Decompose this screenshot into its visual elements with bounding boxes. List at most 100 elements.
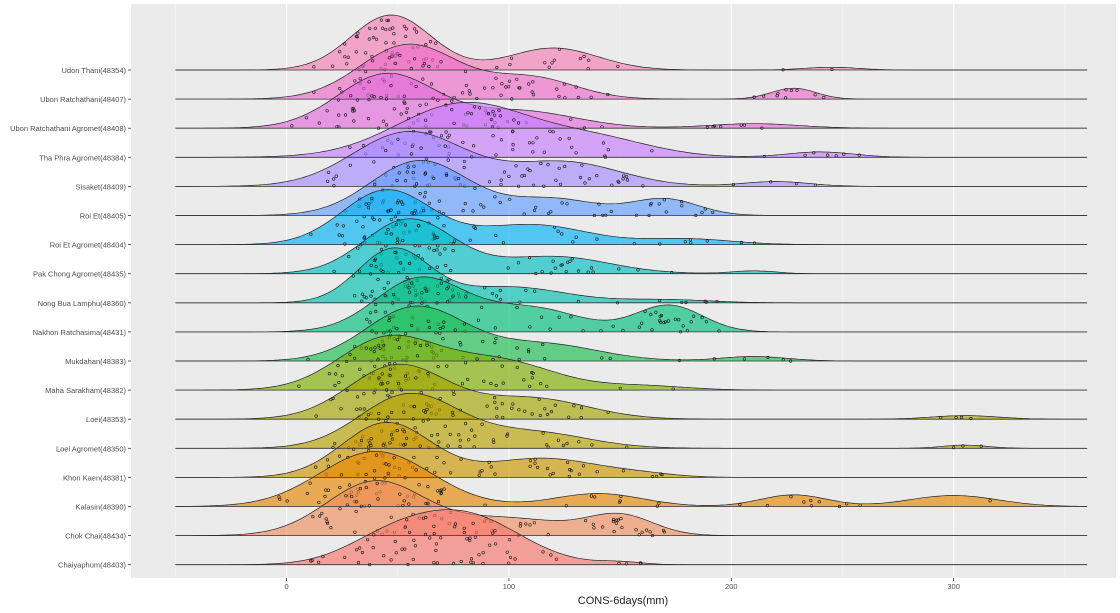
data-point — [418, 444, 422, 448]
data-point — [353, 294, 357, 298]
data-point — [493, 396, 497, 400]
data-point — [358, 546, 362, 550]
data-point — [506, 432, 510, 436]
data-point — [338, 87, 342, 91]
data-point — [769, 180, 773, 184]
data-point — [803, 153, 807, 157]
data-point — [434, 548, 438, 552]
data-point — [332, 184, 336, 188]
data-point — [528, 523, 532, 527]
data-point — [418, 192, 422, 196]
data-point — [512, 118, 516, 122]
data-point — [439, 134, 444, 138]
x-tick-label: 300 — [947, 582, 960, 591]
data-point — [511, 143, 515, 147]
data-point — [375, 37, 379, 41]
y-tick-label: Mukdahan(48383) — [65, 357, 126, 366]
data-point — [415, 354, 420, 358]
data-point — [491, 134, 495, 138]
data-point — [382, 554, 386, 558]
data-point — [534, 205, 538, 209]
data-point — [536, 465, 540, 470]
data-point — [531, 150, 535, 154]
data-point — [305, 491, 309, 495]
data-point — [355, 395, 360, 399]
data-point — [366, 206, 371, 210]
data-point — [392, 456, 396, 460]
data-point — [552, 58, 556, 62]
data-point — [580, 163, 584, 167]
data-point — [766, 355, 770, 359]
data-point — [717, 329, 721, 333]
data-point — [297, 384, 301, 388]
data-point — [495, 415, 499, 419]
data-point — [412, 164, 416, 168]
data-point — [473, 226, 478, 230]
data-point — [545, 412, 550, 417]
data-point — [452, 392, 456, 396]
data-point — [424, 515, 428, 520]
data-point — [467, 89, 471, 93]
data-point — [507, 174, 511, 178]
data-point — [457, 433, 461, 437]
data-point — [961, 444, 965, 448]
data-point — [424, 502, 428, 506]
data-point — [426, 372, 430, 376]
data-point — [393, 250, 397, 255]
data-point — [530, 90, 534, 94]
data-point — [470, 155, 474, 159]
data-point — [533, 289, 537, 293]
data-point — [326, 179, 330, 183]
data-point — [617, 267, 621, 271]
data-point — [618, 386, 622, 390]
data-point — [320, 511, 324, 515]
data-point — [506, 266, 510, 270]
data-point — [569, 315, 573, 319]
data-point — [403, 223, 407, 227]
data-point — [415, 30, 419, 34]
data-point — [459, 457, 463, 461]
data-point — [386, 381, 390, 385]
data-point — [361, 144, 365, 148]
data-point — [392, 107, 396, 111]
data-point — [372, 259, 376, 263]
data-point — [609, 209, 613, 214]
data-point — [331, 396, 335, 400]
data-point — [290, 124, 294, 128]
data-point — [494, 336, 498, 341]
data-point — [384, 231, 389, 235]
data-point — [776, 92, 780, 96]
data-point — [528, 384, 532, 388]
data-point — [414, 468, 418, 472]
data-point — [403, 442, 407, 446]
data-point — [431, 96, 435, 100]
data-point — [366, 538, 370, 542]
data-point — [326, 464, 330, 468]
data-point — [479, 203, 483, 207]
data-point — [405, 436, 409, 440]
data-point — [422, 209, 426, 213]
data-point — [329, 398, 333, 402]
data-point — [541, 550, 545, 554]
data-point — [556, 229, 560, 233]
data-point — [650, 149, 654, 153]
data-point — [475, 357, 479, 361]
data-point — [612, 518, 616, 522]
data-point — [554, 557, 559, 561]
data-point — [789, 88, 793, 93]
data-point — [557, 166, 561, 170]
data-point — [518, 524, 522, 528]
data-point — [464, 83, 468, 87]
data-point — [583, 181, 587, 185]
data-point — [432, 176, 436, 180]
data-point — [334, 372, 338, 376]
data-point — [689, 241, 693, 245]
data-point — [662, 198, 666, 202]
data-point — [671, 387, 675, 391]
data-point — [337, 380, 341, 385]
plot-panel — [131, 4, 1116, 578]
data-point — [364, 51, 368, 55]
data-point — [411, 557, 415, 561]
data-point — [459, 559, 463, 564]
data-point — [354, 50, 358, 54]
